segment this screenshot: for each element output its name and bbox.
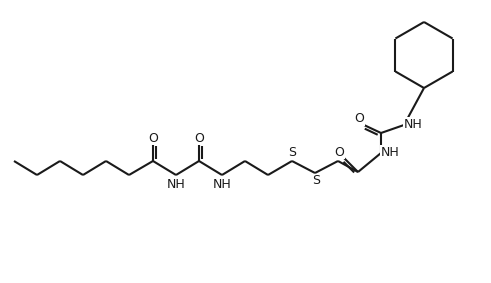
Text: NH: NH xyxy=(213,177,231,190)
Text: O: O xyxy=(354,113,364,125)
Text: O: O xyxy=(148,132,158,145)
Text: NH: NH xyxy=(166,177,186,190)
Text: O: O xyxy=(334,145,344,158)
Text: S: S xyxy=(288,147,296,160)
Text: O: O xyxy=(194,132,204,145)
Text: NH: NH xyxy=(381,145,399,158)
Text: NH: NH xyxy=(404,117,422,130)
Text: S: S xyxy=(312,175,320,188)
